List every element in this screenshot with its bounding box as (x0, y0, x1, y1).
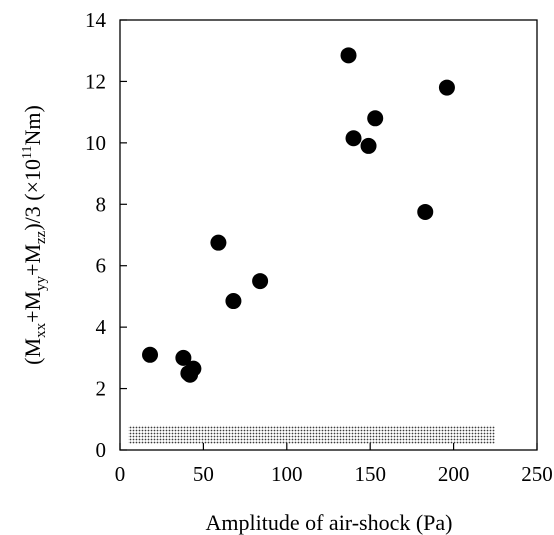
data-point (225, 293, 242, 310)
x-tick-label: 200 (438, 462, 470, 486)
noise-level-band (128, 425, 496, 444)
x-tick-label: 50 (193, 462, 214, 486)
x-axis-title: Amplitude of air-shock (Pa) (206, 510, 453, 535)
y-axis-title-sub-yy: yy (33, 275, 49, 291)
y-axis-title-plus-2: +M (20, 244, 45, 276)
x-tick-label: 150 (354, 462, 386, 486)
y-axis-title-plus-1: +M (20, 291, 45, 323)
y-tick-label: 0 (96, 438, 107, 462)
data-point (438, 79, 455, 96)
y-axis-title-sub-xx: xx (33, 322, 49, 338)
data-points (142, 47, 455, 383)
y-tick-label: 4 (96, 315, 107, 339)
y-tick-label: 2 (96, 377, 107, 401)
data-point (175, 349, 192, 366)
x-tick-label: 0 (115, 462, 126, 486)
y-axis-title-exponent: 11 (20, 146, 35, 159)
data-point (142, 346, 159, 363)
plot-area-frame (119, 19, 538, 451)
y-tick-label: 14 (85, 8, 107, 32)
data-point (252, 273, 269, 290)
y-tick-label: 8 (96, 192, 107, 216)
y-tick-label: 12 (85, 69, 106, 93)
x-axis-ticks: 0 50 100 150 200 250 (115, 443, 553, 486)
y-axis-title-suffix: )/3 (×10 (20, 159, 45, 231)
y-axis-title-prefix: (M (20, 338, 45, 365)
y-axis-title-unit: Nm) (20, 105, 45, 145)
y-tick-label: 6 (96, 254, 107, 278)
data-point (417, 203, 434, 220)
data-point (345, 130, 362, 147)
data-point (360, 137, 377, 154)
y-axis-ticks: 0 2 4 6 8 10 12 14 (85, 8, 127, 462)
x-tick-label: 100 (271, 462, 303, 486)
y-tick-label: 10 (85, 131, 106, 155)
x-tick-label: 250 (521, 462, 553, 486)
data-point (185, 360, 202, 377)
data-point (367, 110, 384, 127)
y-axis-title-sub-zz: zz (33, 230, 49, 244)
data-point (340, 47, 357, 64)
data-point (210, 234, 227, 251)
y-axis-title: (Mxx+Myy+Mzz)/3 (×1011Nm) (20, 105, 49, 365)
noise-band-layer (128, 425, 496, 444)
